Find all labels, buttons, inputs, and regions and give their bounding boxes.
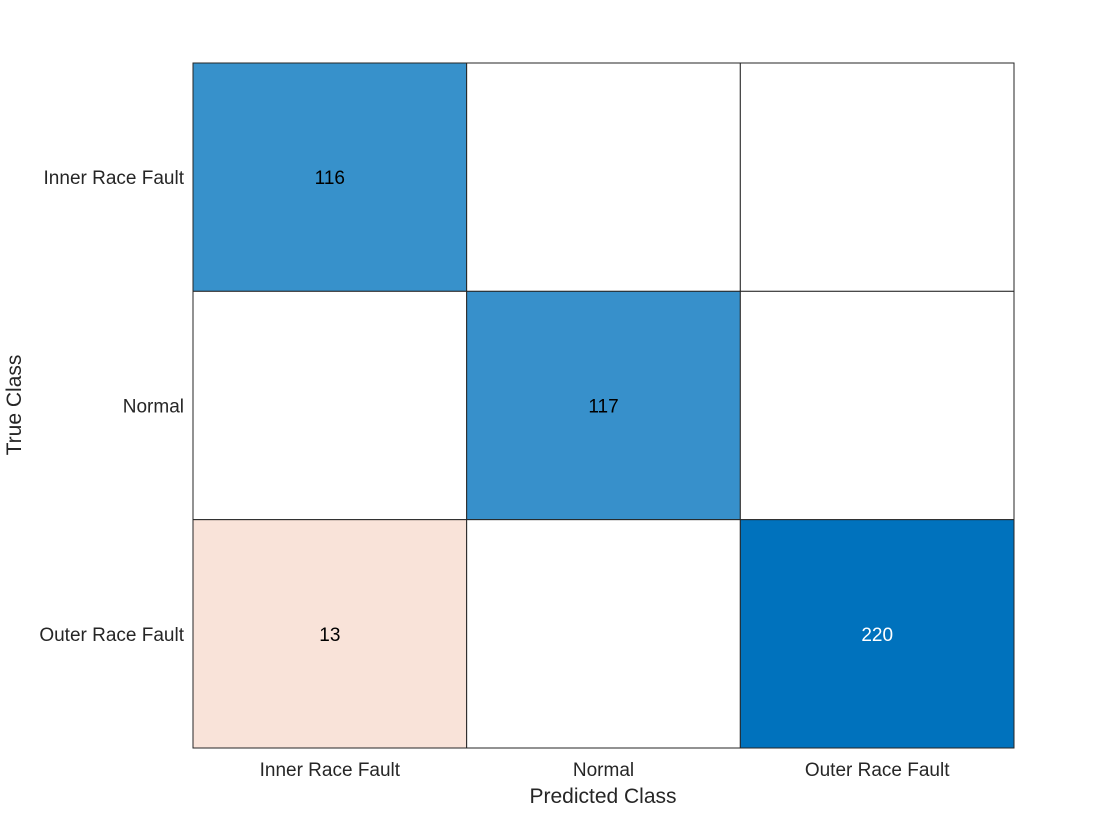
cell-value-r0-c0: 116 — [315, 168, 345, 189]
matrix-cell-r1-c1 — [466, 290, 741, 521]
matrix-cell-r2-c2 — [739, 519, 1015, 749]
cell-value-r2-c0: 13 — [319, 625, 340, 646]
y-tick-label-0: Inner Race Fault — [44, 168, 185, 189]
matrix-cell-r1-c0 — [192, 290, 468, 521]
x-tick-label-0: Inner Race Fault — [260, 760, 401, 781]
y-tick-label-2: Outer Race Fault — [39, 625, 184, 646]
x-tick-label-2: Outer Race Fault — [805, 760, 950, 781]
y-tick-label-1: Normal — [123, 397, 184, 418]
x-tick-label-1: Normal — [573, 760, 634, 781]
x-tick-labels: Inner Race Fault Normal Outer Race Fault — [260, 760, 951, 781]
x-axis-title: Predicted Class — [529, 785, 676, 808]
matrix-cell-labels: 116 117 13 220 — [315, 168, 893, 646]
y-tick-labels: Inner Race Fault Normal Outer Race Fault — [39, 168, 184, 646]
cell-value-r1-c1: 117 — [588, 397, 618, 418]
matrix-cell-r1-c2 — [739, 290, 1015, 521]
matrix-cell-r2-c0 — [192, 519, 468, 749]
matrix-cell-r0-c1 — [466, 62, 741, 292]
cell-value-r2-c2: 220 — [861, 625, 893, 646]
matrix-cell-r0-c2 — [739, 62, 1015, 292]
matrix-cell-r2-c1 — [466, 519, 741, 749]
y-axis-title: True Class — [3, 355, 26, 456]
matrix-cell-r0-c0 — [192, 62, 468, 292]
matrix-cells — [192, 62, 1015, 749]
